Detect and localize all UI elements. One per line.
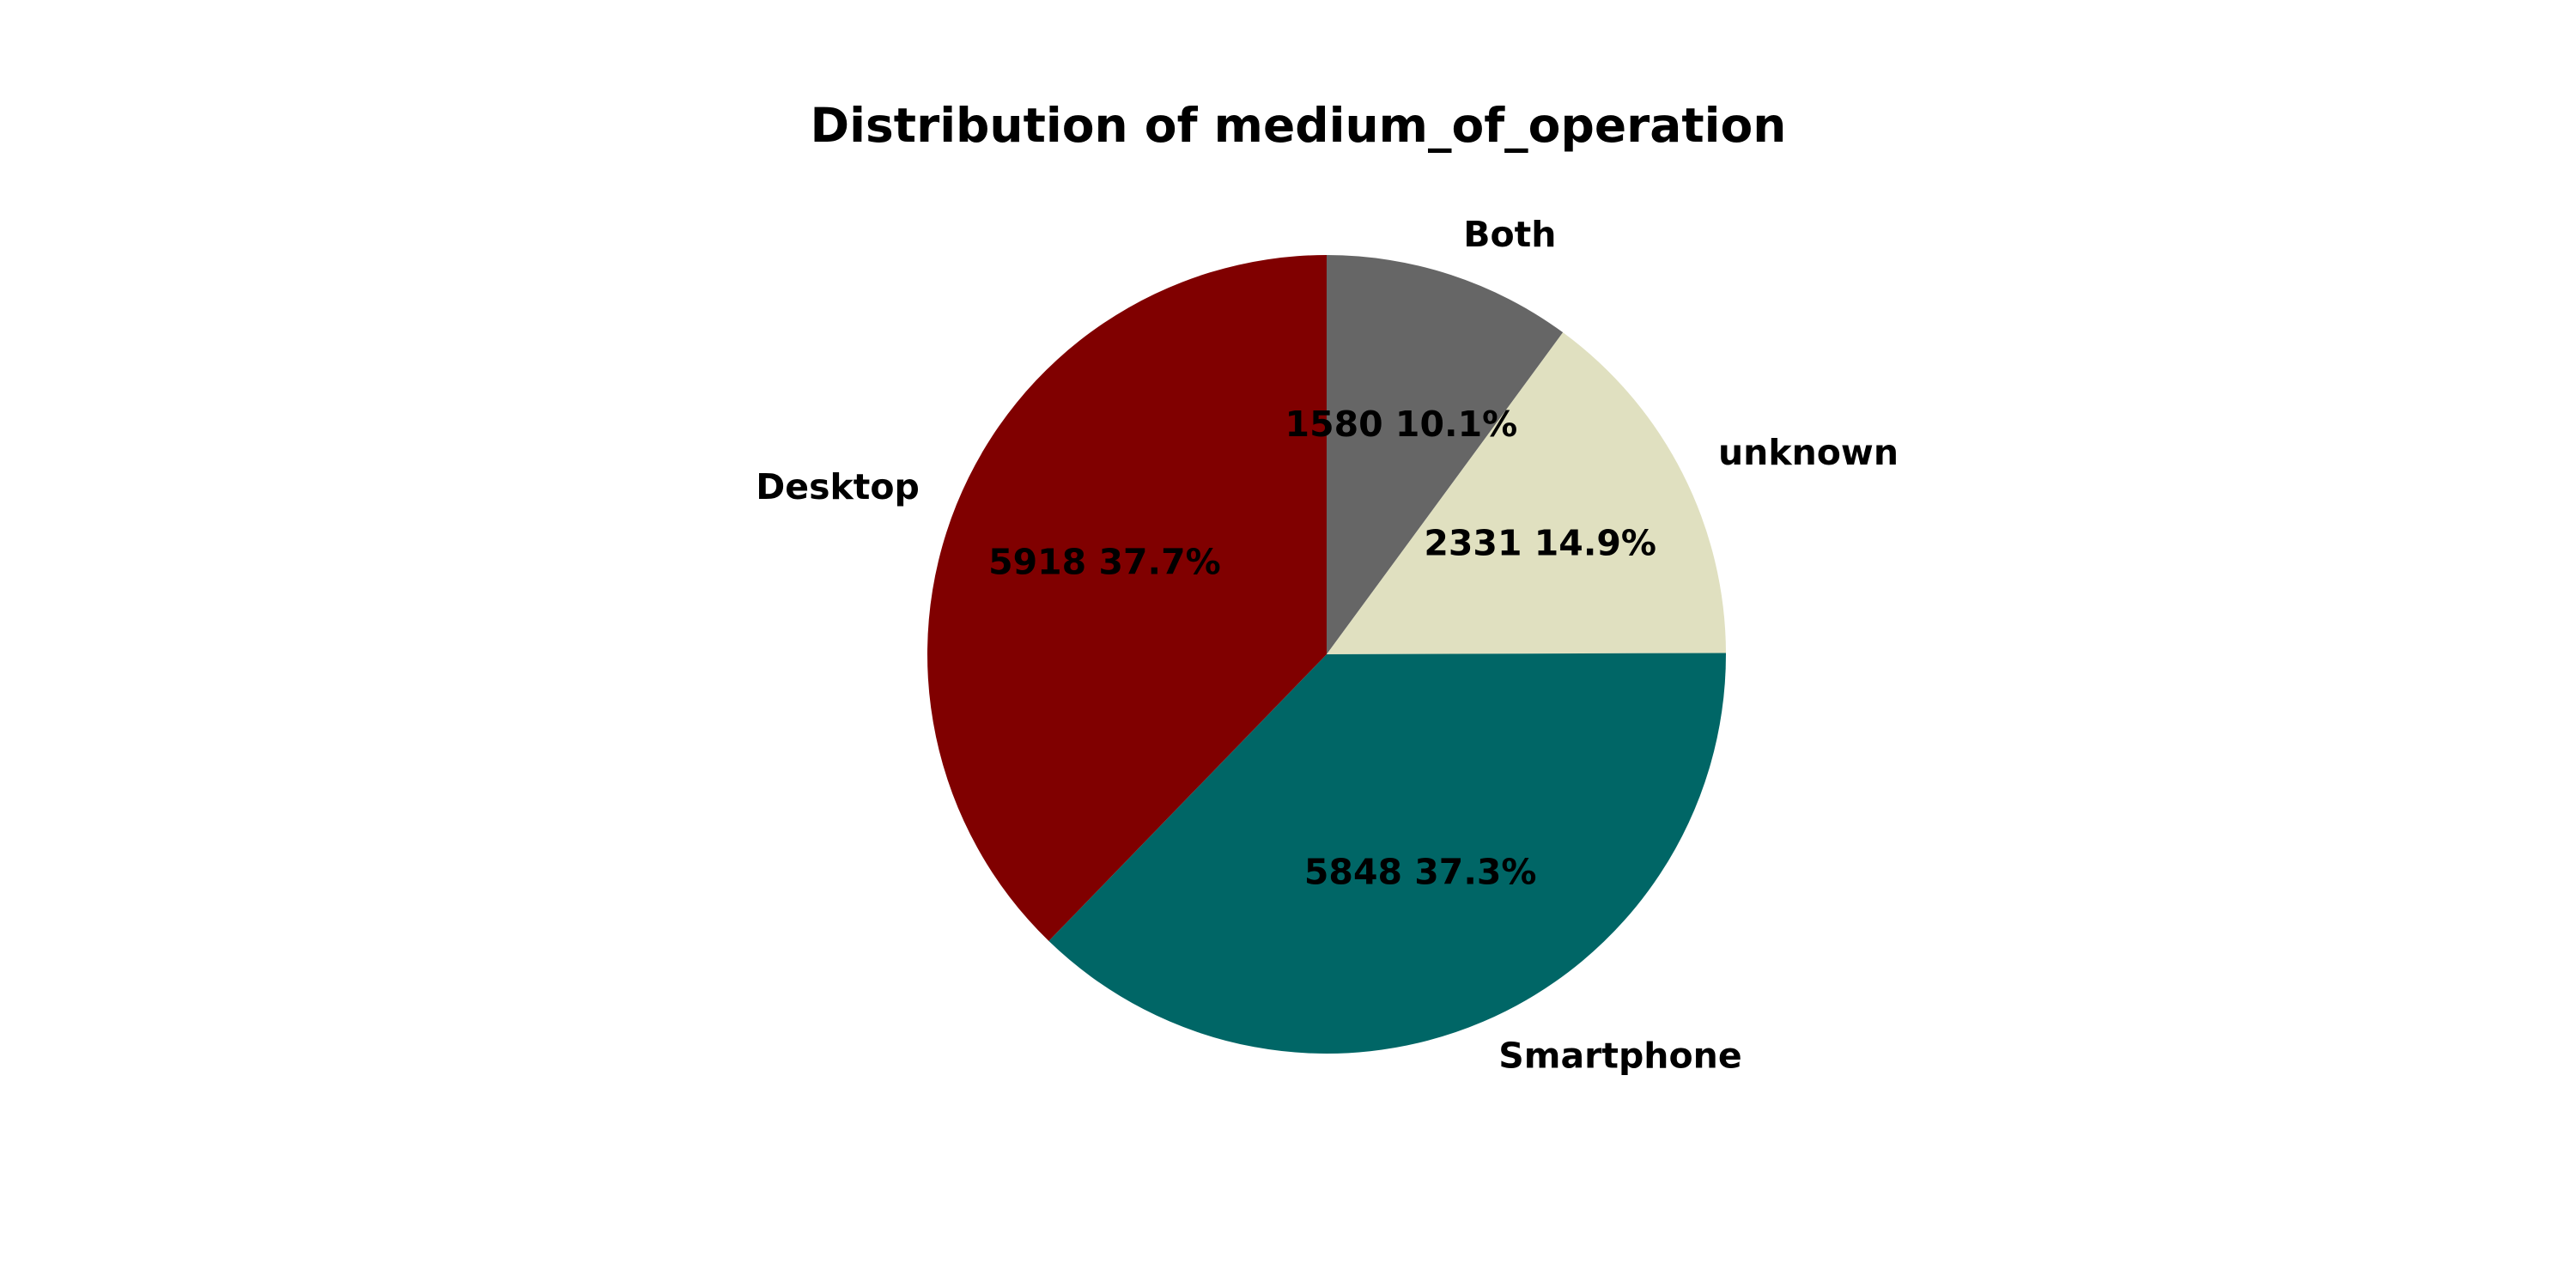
slice-value-label-smartphone: 5848 37.3% [1304, 852, 1537, 893]
chart-title: Distribution of medium_of_operation [811, 98, 1787, 153]
slice-label-both: Both [1463, 214, 1556, 255]
slice-value-label-desktop: 5918 37.7% [988, 541, 1221, 582]
pie-slice-both [1327, 255, 1564, 654]
slice-value-label-unknown: 2331 14.9% [1424, 523, 1656, 564]
pie-slices [927, 255, 1726, 1054]
slice-label-unknown: unknown [1718, 432, 1899, 473]
slice-value-label-both: 1580 10.1% [1285, 404, 1518, 445]
slice-label-desktop: Desktop [756, 466, 920, 507]
slice-label-smartphone: Smartphone [1498, 1036, 1741, 1077]
pie-labels: Both 1580 10.1% unknown 2331 14.9% Smartphon… [756, 214, 1899, 1077]
pie-slice-unknown [1327, 332, 1726, 654]
pie-slice-desktop [927, 255, 1327, 941]
pie-slice-smartphone [1048, 653, 1726, 1054]
